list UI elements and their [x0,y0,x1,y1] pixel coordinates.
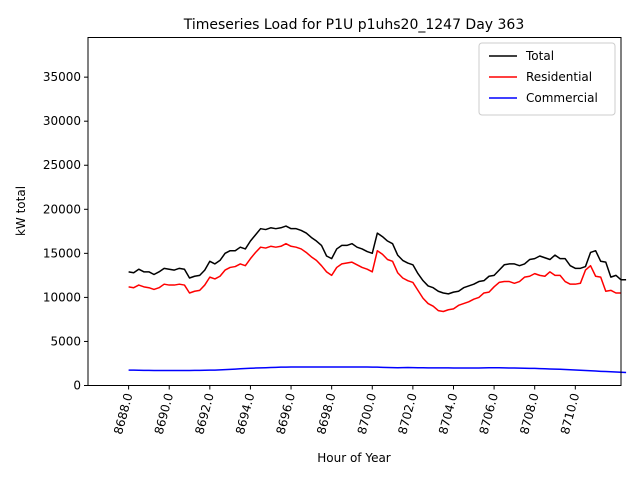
x-tick-label: 8708.0 [517,392,541,436]
x-tick-label: 8710.0 [558,392,582,436]
x-tick-label: 8694.0 [233,392,257,436]
x-tick-label: 8700.0 [355,392,379,436]
y-tick-label: 35000 [43,70,81,84]
legend-label-total: Total [525,49,554,63]
y-axis-label: kW total [14,186,28,236]
x-tick-label: 8692.0 [192,392,216,436]
x-axis-label: Hour of Year [317,451,391,465]
y-tick-label: 15000 [43,246,81,260]
y-axis: 0 5000 10000 15000 20000 25000 30000 35000 [43,70,88,393]
series-line-total [128,225,627,295]
x-tick-label: 8706.0 [477,392,501,436]
x-tick-label: 8688.0 [111,392,135,436]
x-tick-label: 8696.0 [274,392,298,436]
x-tick-label: 8704.0 [436,392,460,436]
x-axis: 8688.0 8690.0 8692.0 8694.0 8696.0 8698.0 8700… [111,385,582,436]
y-tick-label: 5000 [50,334,81,348]
legend: Total Residential Commercial [478,42,616,116]
plot-frame [87,37,622,386]
legend-box [478,42,616,116]
legend-label-commercial: Commercial [526,91,598,105]
x-tick-label: 8690.0 [152,392,176,436]
plot-lines [128,225,627,374]
x-tick-label: 8698.0 [314,392,338,436]
legend-label-residential: Residential [526,70,592,84]
chart-title: Timeseries Load for P1U p1uhs20_1247 Day… [183,17,525,33]
y-tick-label: 30000 [43,114,81,128]
series-line-residential [128,242,621,313]
series-line-commercial [128,366,627,374]
y-tick-label: 20000 [43,202,81,216]
x-tick-label: 8702.0 [395,392,419,436]
y-tick-label: 10000 [43,290,81,304]
y-tick-label: 25000 [43,158,81,172]
y-tick-label: 0 [73,379,81,393]
